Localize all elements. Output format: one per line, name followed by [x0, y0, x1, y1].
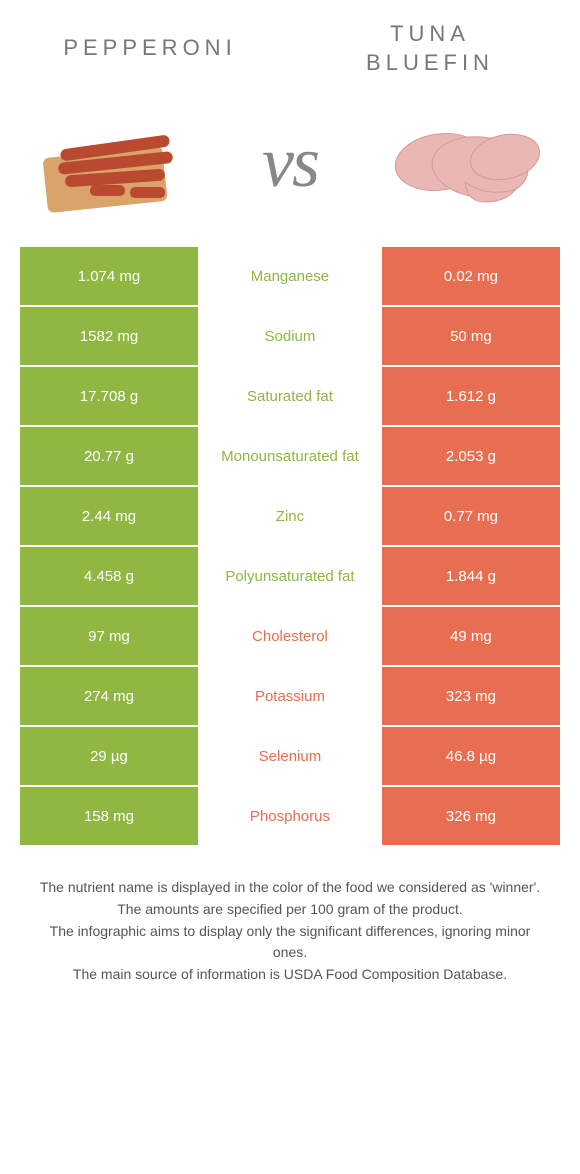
value-left: 2.44 mg: [20, 487, 200, 545]
value-right: 323 mg: [380, 667, 560, 725]
value-left: 1.074 mg: [20, 247, 200, 305]
table-row: 29 µgSelenium46.8 µg: [20, 727, 560, 787]
table-row: 97 mgCholesterol49 mg: [20, 607, 560, 667]
pepperoni-icon: [30, 107, 200, 217]
value-left: 97 mg: [20, 607, 200, 665]
note-line-4: The main source of information is USDA F…: [35, 964, 545, 986]
value-left: 274 mg: [20, 667, 200, 725]
table-row: 20.77 gMonounsaturated fat2.053 g: [20, 427, 560, 487]
nutrient-label: Selenium: [200, 727, 380, 785]
value-right: 1.844 g: [380, 547, 560, 605]
note-line-2: The amounts are specified per 100 gram o…: [35, 899, 545, 921]
nutrient-label: Cholesterol: [200, 607, 380, 665]
value-left: 20.77 g: [20, 427, 200, 485]
value-left: 17.708 g: [20, 367, 200, 425]
value-left: 1582 mg: [20, 307, 200, 365]
value-left: 158 mg: [20, 787, 200, 845]
value-right: 46.8 µg: [380, 727, 560, 785]
images-row: vs: [0, 87, 580, 247]
food-image-right: [380, 107, 550, 217]
value-right: 1.612 g: [380, 367, 560, 425]
value-right: 50 mg: [380, 307, 560, 365]
food-name-left: PEPPERONI: [63, 34, 236, 63]
comparison-table: 1.074 mgManganese0.02 mg1582 mgSodium50 …: [20, 247, 560, 847]
nutrient-label: Sodium: [200, 307, 380, 365]
value-left: 4.458 g: [20, 547, 200, 605]
vs-label: vs: [262, 121, 318, 204]
note-line-3: The infographic aims to display only the…: [35, 921, 545, 964]
food-image-left: [30, 107, 200, 217]
value-right: 2.053 g: [380, 427, 560, 485]
food-name-right-line1: TUNA: [390, 20, 470, 49]
nutrient-label: Manganese: [200, 247, 380, 305]
nutrient-label: Saturated fat: [200, 367, 380, 425]
table-row: 17.708 gSaturated fat1.612 g: [20, 367, 560, 427]
tuna-icon: [380, 107, 550, 217]
nutrient-label: Potassium: [200, 667, 380, 725]
table-row: 274 mgPotassium323 mg: [20, 667, 560, 727]
nutrient-label: Monounsaturated fat: [200, 427, 380, 485]
nutrient-label: Phosphorus: [200, 787, 380, 845]
value-right: 49 mg: [380, 607, 560, 665]
notes: The nutrient name is displayed in the co…: [0, 847, 580, 985]
table-row: 1582 mgSodium50 mg: [20, 307, 560, 367]
nutrient-label: Zinc: [200, 487, 380, 545]
value-right: 0.02 mg: [380, 247, 560, 305]
value-left: 29 µg: [20, 727, 200, 785]
header-left: PEPPERONI: [10, 20, 290, 77]
food-name-right-line2: BLUEFIN: [366, 49, 494, 78]
header-right: TUNA BLUEFIN: [290, 20, 570, 77]
table-row: 4.458 gPolyunsaturated fat1.844 g: [20, 547, 560, 607]
value-right: 0.77 mg: [380, 487, 560, 545]
table-row: 2.44 mgZinc0.77 mg: [20, 487, 560, 547]
table-row: 158 mgPhosphorus326 mg: [20, 787, 560, 847]
value-right: 326 mg: [380, 787, 560, 845]
note-line-1: The nutrient name is displayed in the co…: [35, 877, 545, 899]
nutrient-label: Polyunsaturated fat: [200, 547, 380, 605]
header: PEPPERONI TUNA BLUEFIN: [0, 0, 580, 87]
table-row: 1.074 mgManganese0.02 mg: [20, 247, 560, 307]
